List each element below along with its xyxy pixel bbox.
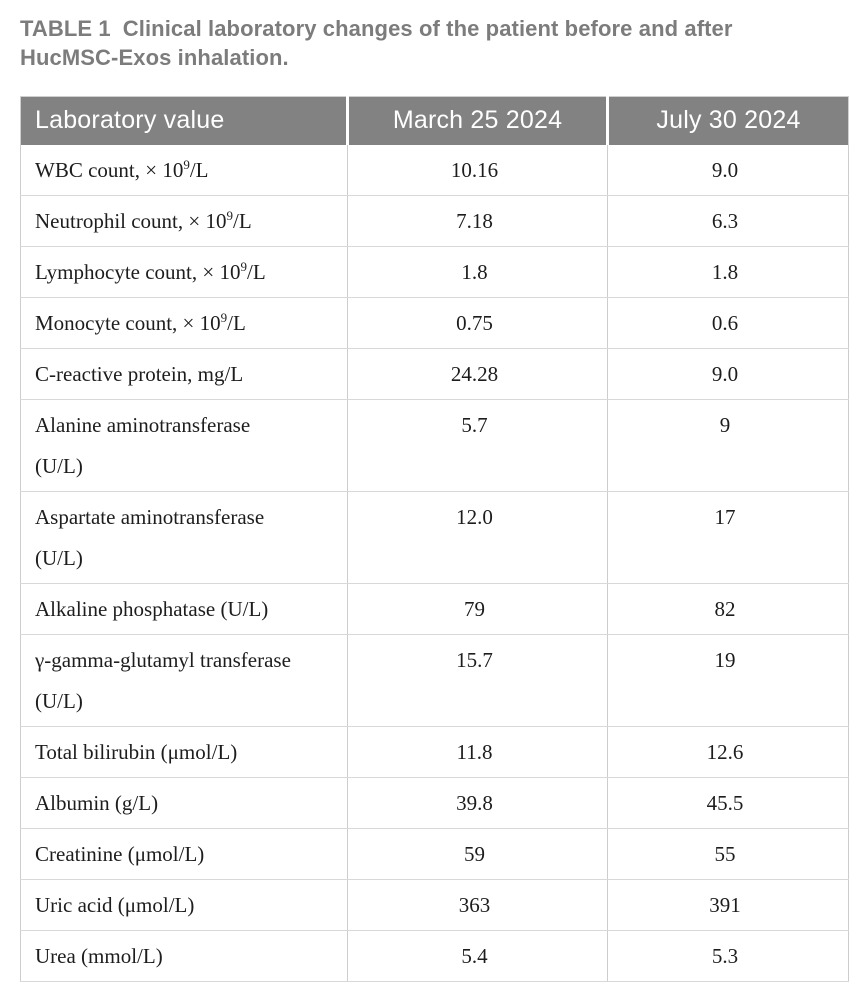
table-row: Albumin (g/L) 39.8 45.5 — [20, 776, 849, 829]
lab-value-name-line1: Aspartate aminotransferase — [35, 504, 265, 529]
lab-value-name: γ-gamma-glutamyl transferase (U/L) — [20, 633, 348, 727]
table-row: Urea (mmol/L) 5.4 5.3 — [20, 929, 849, 982]
lab-value-name-line1: Alanine aminotransferase — [35, 412, 251, 437]
value-after: 9.0 — [607, 347, 849, 400]
value-before: 0.75 — [347, 296, 608, 349]
value-before: 1.8 — [347, 245, 608, 298]
value-before: 363 — [347, 878, 608, 931]
lab-value-name-line2: (U/L) — [35, 545, 83, 570]
lab-value-name: Total bilirubin (μmol/L) — [20, 725, 348, 778]
lab-value-name-line1: Urea (mmol/L) — [35, 943, 163, 968]
table-row: Aspartate aminotransferase (U/L) 12.0 17 — [20, 490, 849, 584]
header-row: Laboratory value March 25 2024 July 30 2… — [20, 96, 849, 145]
value-after: 12.6 — [607, 725, 849, 778]
table-row: Alkaline phosphatase (U/L) 79 82 — [20, 582, 849, 635]
lab-value-name-line1: Albumin (g/L) — [35, 790, 159, 815]
lab-value-name: WBC count, × 109/L — [20, 144, 348, 196]
lab-value-name-line1: Uric acid (μmol/L) — [35, 892, 195, 917]
lab-value-name-line2: (U/L) — [35, 688, 83, 713]
table-row: C-reactive protein, mg/L 24.28 9.0 — [20, 347, 849, 400]
lab-value-name: Monocyte count, × 109/L — [20, 296, 348, 349]
exponent: 9 — [220, 309, 228, 325]
header-date-before: March 25 2024 — [346, 96, 608, 145]
value-after: 1.8 — [607, 245, 849, 298]
value-after: 6.3 — [607, 194, 849, 247]
value-before: 7.18 — [347, 194, 608, 247]
lab-values-table: Laboratory value March 25 2024 July 30 2… — [20, 96, 849, 982]
value-after: 45.5 — [607, 776, 849, 829]
lab-value-name-line1: Alkaline phosphatase (U/L) — [35, 596, 269, 621]
value-after: 82 — [607, 582, 849, 635]
lab-value-name-line1: Monocyte count, × 109/L — [35, 309, 246, 335]
value-after: 9.0 — [607, 144, 849, 196]
lab-value-name: Alkaline phosphatase (U/L) — [20, 582, 348, 635]
lab-value-name: C-reactive protein, mg/L — [20, 347, 348, 400]
lab-value-name-line1: Neutrophil count, × 109/L — [35, 207, 252, 233]
table-row: Total bilirubin (μmol/L) 11.8 12.6 — [20, 725, 849, 778]
value-before: 5.7 — [347, 398, 608, 492]
value-after: 9 — [607, 398, 849, 492]
table-row: Neutrophil count, × 109/L 7.18 6.3 — [20, 194, 849, 247]
lab-value-name: Neutrophil count, × 109/L — [20, 194, 348, 247]
table-row: Alanine aminotransferase (U/L) 5.7 9 — [20, 398, 849, 492]
value-before: 15.7 — [347, 633, 608, 727]
table-row: Uric acid (μmol/L) 363 391 — [20, 878, 849, 931]
table-row: Monocyte count, × 109/L 0.75 0.6 — [20, 296, 849, 349]
value-before: 10.16 — [347, 144, 608, 196]
lab-value-name: Albumin (g/L) — [20, 776, 348, 829]
value-before: 12.0 — [347, 490, 608, 584]
table-row: γ-gamma-glutamyl transferase (U/L) 15.7 19 — [20, 633, 849, 727]
value-before: 39.8 — [347, 776, 608, 829]
lab-value-name: Lymphocyte count, × 109/L — [20, 245, 348, 298]
lab-value-name: Alanine aminotransferase (U/L) — [20, 398, 348, 492]
exponent: 9 — [240, 258, 247, 274]
value-before: 79 — [347, 582, 608, 635]
lab-value-name: Aspartate aminotransferase (U/L) — [20, 490, 348, 584]
lab-value-name: Urea (mmol/L) — [20, 929, 348, 982]
lab-value-name-line1: γ-gamma-glutamyl transferase — [35, 647, 291, 672]
table-row: Lymphocyte count, × 109/L 1.8 1.8 — [20, 245, 849, 298]
table-row: Creatinine (μmol/L) 59 55 — [20, 827, 849, 880]
lab-value-name-line1: C-reactive protein, mg/L — [35, 361, 244, 386]
lab-value-name: Uric acid (μmol/L) — [20, 878, 348, 931]
table-caption: TABLE 1 Clinical laboratory changes of th… — [20, 14, 830, 72]
value-after: 0.6 — [607, 296, 849, 349]
table-body: WBC count, × 109/L 10.16 9.0 Neutrophil cou… — [20, 144, 849, 982]
lab-value-name-line1: Total bilirubin (μmol/L) — [35, 739, 238, 764]
table-caption-text: Clinical laboratory changes of the patie… — [20, 16, 733, 70]
header-date-after: July 30 2024 — [606, 96, 849, 145]
value-before: 59 — [347, 827, 608, 880]
table-number-label: TABLE 1 — [20, 16, 111, 41]
lab-value-name-line1: Creatinine (μmol/L) — [35, 841, 205, 866]
value-after: 5.3 — [607, 929, 849, 982]
value-after: 391 — [607, 878, 849, 931]
header-laboratory-value: Laboratory value — [20, 96, 348, 145]
exponent: 9 — [226, 207, 233, 223]
value-after: 19 — [607, 633, 849, 727]
lab-value-name-line2: (U/L) — [35, 453, 83, 478]
value-after: 55 — [607, 827, 849, 880]
exponent: 9 — [183, 156, 190, 172]
value-after: 17 — [607, 490, 849, 584]
lab-value-name-line1: WBC count, × 109/L — [35, 156, 209, 182]
lab-value-name-line1: Lymphocyte count, × 109/L — [35, 258, 266, 284]
value-before: 5.4 — [347, 929, 608, 982]
lab-value-name: Creatinine (μmol/L) — [20, 827, 348, 880]
table-row: WBC count, × 109/L 10.16 9.0 — [20, 144, 849, 196]
value-before: 24.28 — [347, 347, 608, 400]
value-before: 11.8 — [347, 725, 608, 778]
